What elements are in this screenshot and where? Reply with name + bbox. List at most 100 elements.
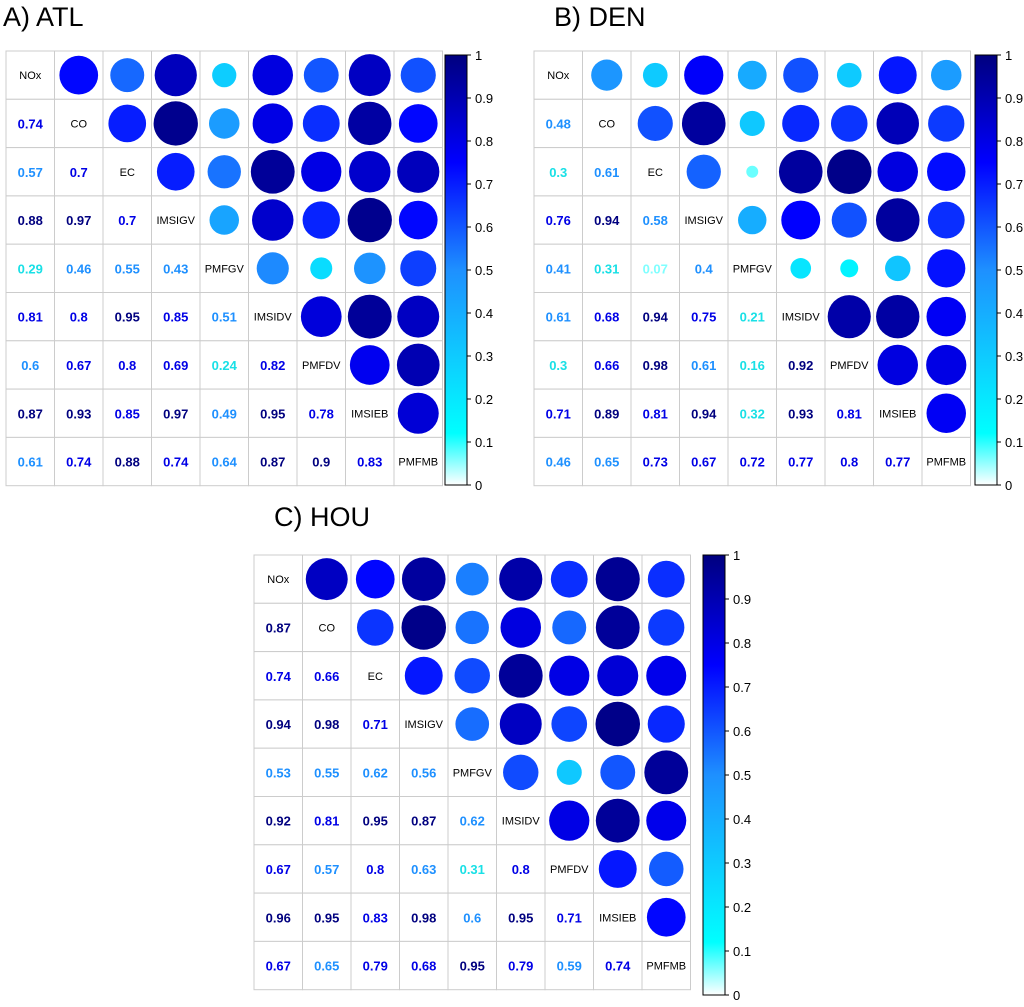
- colorbar-tick-label: 0.2: [475, 392, 493, 407]
- matrix-cell: [399, 844, 449, 894]
- correlation-circle: [926, 393, 966, 433]
- correlation-value-label: 0.07: [643, 261, 668, 276]
- correlation-circle: [355, 559, 395, 599]
- correlation-value-label: 0.83: [357, 455, 382, 470]
- correlation-value-label: 0.31: [460, 862, 485, 877]
- correlation-circle: [397, 392, 439, 434]
- diagonal-label: IMSIGV: [404, 719, 443, 731]
- correlation-value-label: 0.81: [837, 406, 862, 421]
- correlation-circle: [648, 851, 684, 887]
- correlation-circle: [401, 605, 447, 650]
- colorbar-tick-label: 0.2: [733, 900, 751, 915]
- correlation-circle: [556, 759, 582, 785]
- correlation-circle: [686, 154, 721, 189]
- correlation-value-label: 0.98: [411, 910, 436, 925]
- colorbar-tick-label: 1: [1005, 48, 1012, 63]
- correlation-circle: [252, 54, 293, 96]
- correlation-value-label: 0.89: [594, 406, 619, 421]
- diagonal-label: IMSIEB: [351, 408, 388, 420]
- correlation-value-label: 0.46: [546, 455, 571, 470]
- correlation-value-label: 0.41: [546, 261, 571, 276]
- correlation-circle: [591, 59, 623, 91]
- correlation-circle: [397, 150, 440, 193]
- correlation-value-label: 0.43: [163, 261, 188, 276]
- correlation-value-label: 0.3: [549, 358, 567, 373]
- correlation-circle: [876, 102, 919, 145]
- correlation-circle: [875, 198, 920, 242]
- matrix-cell: [350, 796, 400, 846]
- matrix-cell: [533, 243, 583, 293]
- correlation-circle: [354, 252, 386, 285]
- matrix-cell: [582, 147, 632, 197]
- correlation-circle: [646, 800, 687, 841]
- colorbar-tick-label: 1: [733, 548, 740, 563]
- correlation-circle: [646, 897, 686, 937]
- correlation-value-label: 0.82: [260, 358, 285, 373]
- correlation-value-label: 0.74: [266, 669, 292, 684]
- correlation-value-label: 0.6: [463, 910, 481, 925]
- correlation-value-label: 0.61: [18, 455, 43, 470]
- correlation-circle: [398, 104, 438, 143]
- matrix-cell: [533, 340, 583, 390]
- colorbar-gradient: [702, 554, 726, 996]
- matrix-cell: [399, 747, 449, 798]
- matrix-cell: [776, 292, 826, 342]
- correlation-value-label: 0.95: [260, 406, 285, 421]
- colorbar-tick-label: 0.3: [475, 349, 493, 364]
- matrix-cell: [873, 388, 923, 438]
- correlation-circle: [637, 105, 673, 142]
- matrix-cell: [102, 388, 152, 438]
- matrix-cell: [302, 844, 352, 894]
- correlation-circle: [207, 155, 241, 189]
- correlation-value-label: 0.71: [546, 406, 571, 421]
- matrix-cell: [151, 388, 201, 438]
- correlation-circle: [781, 200, 821, 240]
- matrix-cell: [630, 243, 680, 293]
- correlation-circle: [647, 705, 685, 743]
- matrix-cell: [544, 892, 594, 942]
- matrix-cell: [447, 844, 497, 894]
- correlation-value-label: 0.94: [691, 406, 717, 421]
- correlation-value-label: 0.8: [512, 862, 530, 877]
- matrix-cell: [679, 292, 729, 342]
- correlation-value-label: 0.87: [18, 406, 43, 421]
- colorbar-tick-label: 0.8: [1005, 134, 1023, 149]
- correlation-circle: [552, 610, 587, 645]
- matrix-cell: [533, 436, 583, 487]
- matrix-cell: [393, 436, 443, 487]
- matrix-cell: [399, 892, 449, 942]
- correlation-circle: [398, 200, 438, 240]
- diagonal-label: IMSIDV: [782, 312, 821, 324]
- correlation-circle: [400, 57, 436, 93]
- matrix-cell: [533, 195, 583, 245]
- correlation-circle: [305, 558, 348, 601]
- matrix-cell: [399, 940, 449, 991]
- correlation-value-label: 0.3: [549, 165, 567, 180]
- correlation-circle: [928, 105, 965, 142]
- matrix-cell: [302, 796, 352, 846]
- correlation-value-label: 0.95: [508, 910, 533, 925]
- correlation-circle: [454, 658, 490, 694]
- diagonal-label: EC: [120, 167, 135, 179]
- correlation-circle: [154, 54, 197, 97]
- colorbar-tick-label: 0.5: [1005, 263, 1023, 278]
- correlation-value-label: 0.93: [66, 406, 91, 421]
- matrix-cell: [199, 388, 249, 438]
- colorbar-tick-label: 0.1: [475, 435, 493, 450]
- correlation-circle: [59, 55, 99, 95]
- diagonal-label: PMFDV: [830, 360, 869, 372]
- correlation-circle: [500, 607, 541, 648]
- colorbar-tick-label: 0.7: [733, 680, 751, 695]
- correlation-circle: [302, 105, 340, 142]
- correlation-value-label: 0.77: [885, 455, 910, 470]
- correlation-circle: [110, 58, 145, 93]
- correlation-circle: [595, 605, 640, 650]
- matrix-cell: [533, 98, 583, 149]
- matrix-cell: [776, 388, 826, 438]
- correlation-value-label: 0.69: [163, 358, 188, 373]
- matrix-cell: [447, 940, 497, 991]
- correlation-value-label: 0.96: [266, 910, 291, 925]
- colorbar-tick-label: 0.9: [733, 592, 751, 607]
- correlation-circle: [349, 151, 391, 193]
- colorbar-tick-label: 0.5: [733, 768, 751, 783]
